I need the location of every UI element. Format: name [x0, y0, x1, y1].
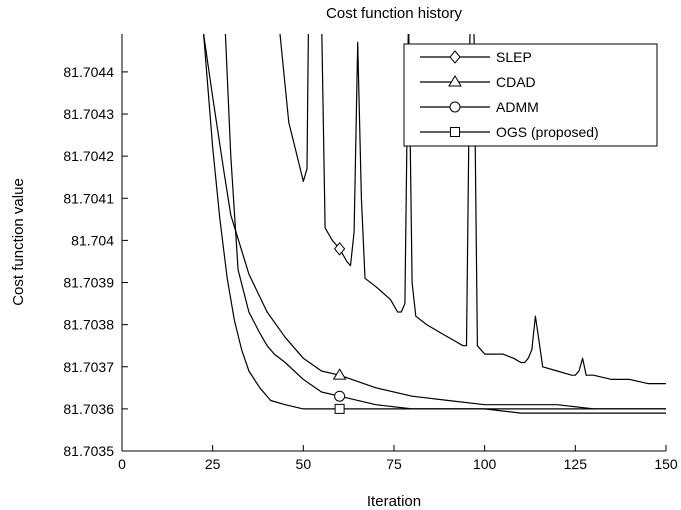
legend-label-admm: ADMM — [496, 99, 539, 115]
legend-label-cdad: CDAD — [496, 74, 536, 90]
series-marker-ogs-proposed — [334, 403, 345, 414]
axes: 0 25 50 75 100 125 150 81.7035 81.7036 81.7037 81.… — [63, 34, 678, 472]
series-line-ogs-proposed — [203, 34, 666, 414]
y-tick-label: 81.7044 — [63, 64, 114, 80]
y-tick-label: 81.7041 — [63, 190, 114, 206]
y-tick-label: 81.7037 — [63, 359, 114, 375]
y-tick-label: 81.7038 — [63, 317, 114, 333]
series-line-slep — [279, 34, 666, 385]
x-tick-label: 50 — [296, 456, 312, 472]
x-tick-label: 0 — [118, 456, 126, 472]
legend-marker-admm — [449, 101, 461, 113]
x-tick-label: 100 — [473, 456, 497, 472]
y-axis-label: Cost function value — [10, 178, 27, 306]
chart-title: Cost function history — [326, 5, 462, 22]
y-tick-label: 81.7039 — [63, 275, 114, 291]
series-marker-slep — [333, 242, 346, 256]
legend-marker-ogs-proposed — [450, 127, 460, 137]
legend-marker-slep — [449, 50, 461, 64]
legend-marker-cdad — [448, 75, 462, 87]
legend-label-slep: SLEP — [496, 49, 532, 65]
y-tick-label: 81.7035 — [63, 443, 114, 459]
x-tick-label: 125 — [564, 456, 588, 472]
y-tick-label: 81.7043 — [63, 106, 114, 122]
x-tick-label: 25 — [205, 456, 221, 472]
series-marker-admm — [334, 390, 346, 402]
x-tick-label: 150 — [654, 456, 678, 472]
x-axis-label: Iteration — [367, 493, 421, 510]
series-line-admm — [224, 34, 666, 410]
y-tick-label: 81.7036 — [63, 401, 114, 417]
series-marker-cdad — [332, 368, 347, 380]
y-tick-label: 81.7042 — [63, 148, 114, 164]
legend-label-ogs-proposed: OGS (proposed) — [496, 124, 599, 140]
legend-box — [403, 43, 658, 147]
x-tick-label: 75 — [386, 456, 402, 472]
legend: SLEP CDAD ADMM OGS (proposed) — [403, 43, 658, 147]
y-tick-label: 81.704 — [71, 232, 114, 248]
markers-layer — [332, 242, 347, 414]
